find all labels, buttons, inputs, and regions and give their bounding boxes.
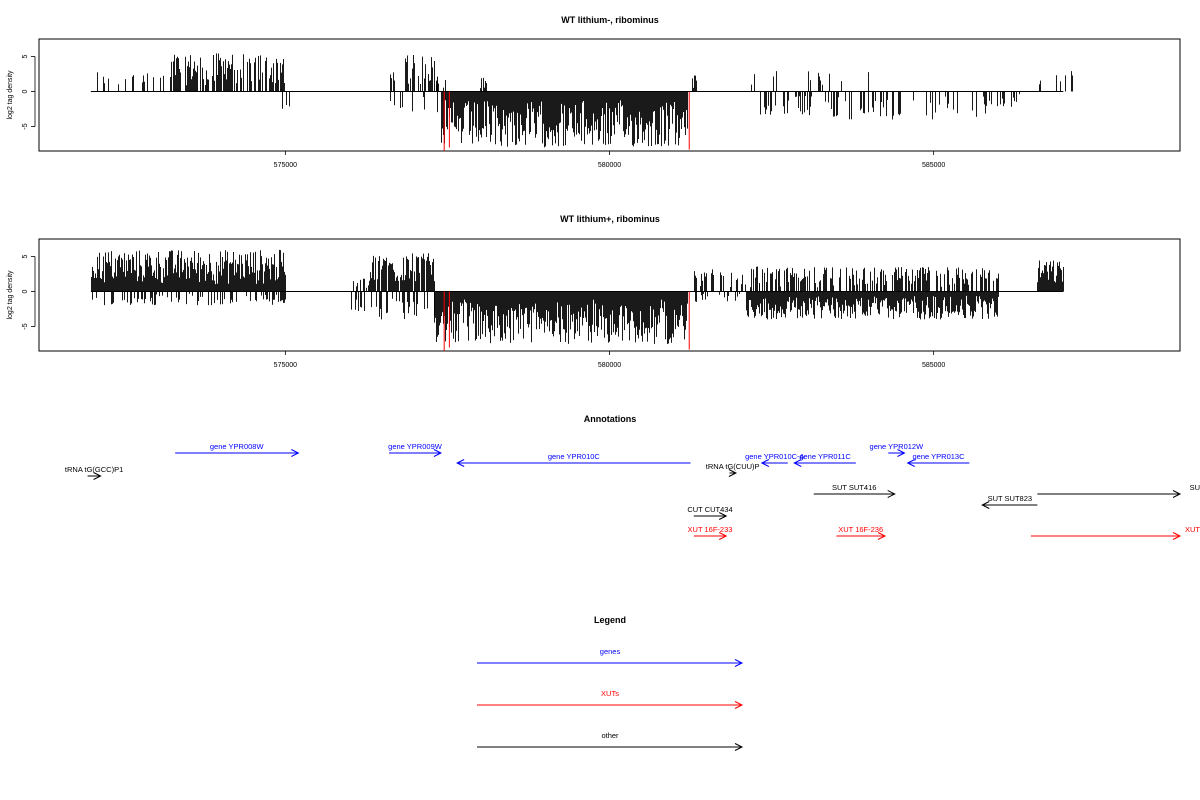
- x-tick-label: 575000: [274, 162, 297, 169]
- feature-genes: gene YPR012W: [870, 442, 925, 457]
- panel-title: WT lithium+, ribominus: [560, 214, 660, 224]
- feature-label: gene YPR013C: [913, 452, 966, 461]
- feature-label: XUT: [1185, 525, 1200, 534]
- feature-arrowhead: [760, 459, 770, 467]
- legend-entry-xuts: XUTs: [477, 689, 744, 709]
- x-tick-label: 585000: [922, 162, 945, 169]
- feature-genes: gene YPR013C: [906, 452, 970, 467]
- annotation-features: tRNA tG(GCC)P1 gene YPR008W gene YPR009W ge…: [65, 442, 1200, 540]
- feature-other: CUT CUT434: [687, 505, 733, 520]
- legend-label: genes: [600, 647, 621, 656]
- coverage-panel-lithium-plus: WT lithium+, ribominus log2 tag density …: [7, 214, 1181, 369]
- feature-label: gene YPR009W: [388, 442, 443, 451]
- density-bars: [97, 53, 1073, 148]
- feature-label: SU: [1190, 483, 1200, 492]
- feature-arrowhead: [291, 449, 300, 457]
- feature-arrowhead: [897, 449, 906, 457]
- panel-title: WT lithium-, ribominus: [561, 15, 659, 25]
- y-tick-label: 0: [22, 89, 29, 93]
- feature-arrowhead: [906, 459, 915, 467]
- highlight-bars: [443, 91, 690, 151]
- y-tick-label: -5: [22, 323, 29, 329]
- feature-label: SUT SUT416: [832, 483, 876, 492]
- legend-label: other: [601, 731, 619, 740]
- feature-arrowhead: [718, 532, 728, 540]
- coverage-panel-lithium-minus: WT lithium-, ribominus log2 tag density …: [7, 15, 1181, 169]
- feature-arrowhead: [456, 459, 465, 467]
- x-tick-label: 580000: [598, 362, 621, 369]
- feature-label: gene YPR010C: [548, 452, 601, 461]
- feature-xuts: XUT: [1030, 525, 1200, 540]
- feature-other: SU: [1037, 483, 1200, 498]
- y-tick-label: 5: [22, 54, 29, 58]
- feature-other: SUT SUT823: [981, 494, 1038, 509]
- x-tick-label: 585000: [922, 362, 945, 369]
- legend-entry-genes: genes: [477, 647, 744, 667]
- feature-arrowhead: [728, 469, 738, 477]
- legend-entries: genes XUTs other: [477, 647, 744, 751]
- x-tick-label: 575000: [274, 362, 297, 369]
- feature-arrowhead: [877, 532, 887, 540]
- y-axis: -5 0 5: [22, 254, 36, 330]
- x-axis: 575000 580000 585000: [274, 351, 945, 369]
- legend-arrowhead: [734, 659, 744, 667]
- feature-label: gene YPR012W: [870, 442, 925, 451]
- feature-genes: gene YPR010C-A: [745, 452, 805, 467]
- feature-xuts: XUT 16F-233: [688, 525, 733, 540]
- feature-arrowhead: [793, 459, 802, 467]
- feature-other: tRNA tG(CUU)P: [706, 462, 760, 477]
- feature-arrowhead: [433, 449, 443, 457]
- annotations-title: Annotations: [584, 414, 637, 424]
- feature-genes: gene YPR008W: [175, 442, 300, 457]
- feature-arrowhead: [981, 501, 990, 509]
- feature-label: gene YPR008W: [210, 442, 265, 451]
- y-axis-label: log2 tag density: [7, 70, 14, 120]
- feature-label: CUT CUT434: [687, 505, 732, 514]
- feature-arrowhead: [1172, 490, 1182, 498]
- y-axis-label: log2 tag density: [7, 270, 14, 320]
- annotations-track: Annotations tRNA tG(GCC)P1 gene YPR008W ge…: [65, 414, 1200, 540]
- feature-label: XUT 16F-236: [838, 525, 883, 534]
- feature-label: gene YPR011C: [799, 452, 851, 461]
- y-tick-label: 0: [22, 289, 29, 293]
- feature-arrowhead: [93, 472, 102, 480]
- legend-label: XUTs: [601, 689, 619, 698]
- x-tick-label: 580000: [598, 162, 621, 169]
- legend-title: Legend: [594, 615, 626, 625]
- highlight-bars: [443, 291, 690, 351]
- feature-arrowhead: [1172, 532, 1182, 540]
- legend: Legend genes XUTs other: [477, 615, 744, 751]
- y-axis: -5 0 5: [22, 54, 36, 130]
- y-tick-label: 5: [22, 254, 29, 258]
- feature-label: gene YPR010C-A: [745, 452, 804, 461]
- feature-other: tRNA tG(GCC)P1: [65, 465, 123, 480]
- feature-arrowhead: [718, 512, 728, 520]
- feature-arrowhead: [887, 490, 896, 498]
- feature-genes: gene YPR011C: [793, 452, 856, 467]
- legend-arrowhead: [734, 701, 744, 709]
- legend-arrowhead: [734, 743, 744, 751]
- x-axis: 575000 580000 585000: [274, 151, 945, 169]
- density-bars: [91, 249, 1064, 344]
- feature-label: XUT 16F-233: [688, 525, 733, 534]
- feature-genes: gene YPR010C: [456, 452, 691, 467]
- feature-other: SUT SUT416: [813, 483, 896, 498]
- feature-genes: gene YPR009W: [388, 442, 443, 457]
- feature-label: tRNA tG(CUU)P: [706, 462, 760, 471]
- feature-label: tRNA tG(GCC)P1: [65, 465, 123, 474]
- y-tick-label: -5: [22, 123, 29, 129]
- legend-entry-other: other: [477, 731, 744, 751]
- feature-label: SUT SUT823: [988, 494, 1032, 503]
- feature-xuts: XUT 16F-236: [836, 525, 887, 540]
